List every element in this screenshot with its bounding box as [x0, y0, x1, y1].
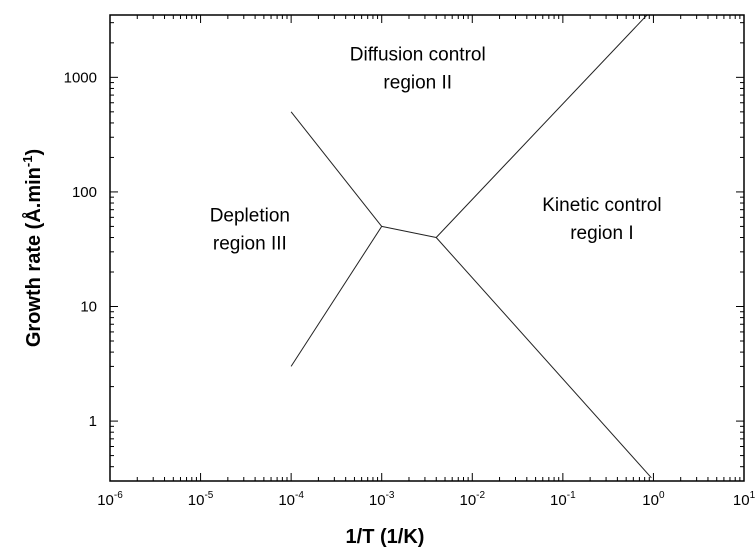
- region-label-line: region III: [213, 234, 287, 255]
- x-tick-label: 100: [642, 490, 665, 509]
- x-tick-label-base: 10: [733, 492, 750, 509]
- x-tick-label: 10-4: [278, 490, 304, 509]
- x-tick-label-exponent: -6: [114, 490, 123, 501]
- x-tick-labels: 10-6 10-5 10-4 10-3 10-2 10-1 100 101: [97, 490, 755, 509]
- y-tick-labels: 1 10 100 1000: [64, 69, 97, 430]
- y-tick-label: 100: [72, 184, 97, 201]
- x-axis-title: 1/T (1/K): [346, 526, 425, 548]
- x-tick-label-base: 10: [188, 492, 205, 509]
- plot-frame: [109, 14, 745, 482]
- x-tick-label: 10-5: [188, 490, 214, 509]
- y-axis-title-close: ): [23, 149, 45, 156]
- x-tick-label-base: 10: [459, 492, 476, 509]
- region-label-line: region II: [383, 73, 452, 94]
- x-tick-label-base: 10: [550, 492, 567, 509]
- x-tick-label-base: 10: [369, 492, 386, 509]
- x-tick-label-exponent: -5: [204, 490, 213, 501]
- region-label-line: region I: [570, 223, 633, 244]
- x-tick-label: 10-2: [459, 490, 485, 509]
- series-line: [435, 14, 648, 238]
- region-annotations: Diffusion control region II Depletion regio…: [210, 45, 662, 255]
- x-tick-label-exponent: -2: [476, 490, 485, 501]
- series-lines: [290, 14, 652, 479]
- series-line: [435, 237, 652, 479]
- y-tick-label: 1: [89, 413, 97, 430]
- y-tick-label: 1000: [64, 69, 97, 86]
- y-axis-title-main: Growth rate (Å.min: [21, 167, 45, 347]
- y-axis-title: Growth rate (Å.min-1): [20, 149, 45, 347]
- series-line: [290, 226, 383, 367]
- x-tick-label-exponent: 0: [659, 490, 665, 501]
- region-label: Diffusion control region II: [350, 45, 486, 94]
- y-axis-title-sup: -1: [20, 156, 35, 168]
- region-label-line: Depletion: [210, 206, 290, 227]
- x-tick-label: 101: [733, 490, 756, 509]
- series-line: [381, 225, 437, 238]
- region-label: Depletion region III: [210, 206, 290, 255]
- x-tick-label-exponent: -1: [567, 490, 576, 501]
- x-tick-label: 10-6: [97, 490, 123, 509]
- x-tick-label-exponent: -3: [386, 490, 395, 501]
- x-tick-label: 10-1: [550, 490, 576, 509]
- region-label-line: Kinetic control: [542, 195, 661, 216]
- x-tick-label: 10-3: [369, 490, 395, 509]
- region-label-line: Diffusion control: [350, 45, 486, 66]
- x-tick-label-exponent: 1: [750, 490, 756, 501]
- x-tick-label-base: 10: [97, 492, 114, 509]
- x-tick-label-base: 10: [278, 492, 295, 509]
- region-label: Kinetic control region I: [542, 195, 661, 244]
- y-tick-label: 10: [80, 299, 97, 316]
- series-line: [290, 111, 383, 227]
- x-tick-label-exponent: -4: [295, 490, 304, 501]
- x-tick-label-base: 10: [642, 492, 659, 509]
